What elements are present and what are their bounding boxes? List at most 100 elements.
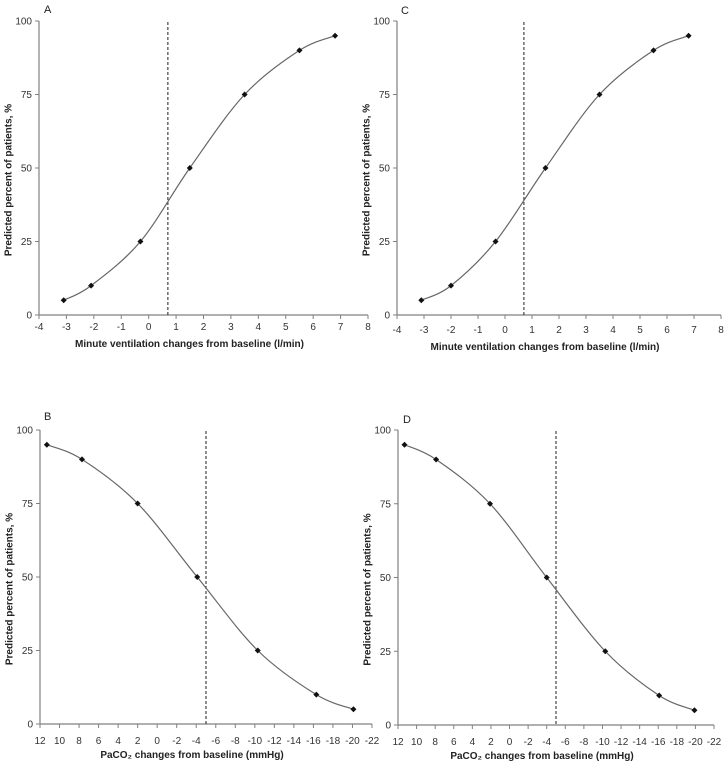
data-point-marker (542, 165, 549, 171)
y-tick-label: 100 (16, 426, 33, 437)
x-tick-label: 7 (338, 322, 344, 333)
y-tick-label: 50 (380, 573, 392, 584)
data-point-marker (602, 648, 609, 655)
x-tick-label: 2 (201, 322, 207, 333)
data-point-marker (433, 456, 440, 463)
x-tick-label: -3 (420, 325, 429, 336)
x-tick-label: -18 (670, 737, 685, 748)
data-point-marker (43, 441, 50, 448)
x-tick-label: 3 (583, 325, 589, 336)
x-tick-label: 8 (432, 737, 438, 748)
panel-d-chart: D 0 25 50 75 100 12 10 8 6 4 2 0 -2 -4 -6 -8 -10 -12 -14 -16… (363, 414, 722, 762)
data-point-marker (401, 441, 408, 448)
x-tick-label: -12 (267, 736, 282, 747)
data-point-marker (448, 282, 454, 289)
x-tick-label: -2 (524, 737, 533, 748)
panel-c-chart: C 0 25 50 75 100 -4 -3 -2 -1 0 1 2 3 4 5 6 7 8 Minute venti… (362, 5, 725, 353)
x-tick-label: -10 (595, 737, 610, 748)
x-tick-label: -2 (172, 736, 181, 747)
x-tick-label: 4 (470, 737, 476, 748)
fitted-curve (63, 35, 336, 301)
panel-b-chart: B 0 25 50 75 100 12 10 8 6 4 2 0 -2 -4 -6 -8 -10 -12 -14 -16… (5, 411, 380, 761)
x-tick-label: -20 (688, 737, 703, 748)
y-axis-title: Predicted percent of patients, % (362, 104, 373, 256)
x-tick-label: 6 (310, 322, 316, 333)
x-tick-label: -18 (326, 736, 341, 747)
panel-d-letter: D (403, 414, 411, 426)
x-tick-label: -6 (211, 736, 220, 747)
x-tick-label: -12 (614, 737, 629, 748)
x-tick-label: 4 (115, 736, 121, 747)
data-point-marker (350, 706, 357, 713)
x-tick-label: 1 (529, 325, 535, 336)
x-tick-label: 10 (411, 737, 423, 748)
y-axis-title: Predicted percent of patients, % (5, 513, 16, 665)
x-tick-label: -14 (632, 737, 647, 748)
data-point-marker (691, 707, 698, 714)
fitted-curve (421, 35, 689, 301)
data-point-marker (656, 692, 663, 699)
y-tick-label: 0 (385, 721, 391, 732)
y-tick-label: 50 (21, 164, 33, 175)
y-tick-label: 50 (22, 573, 34, 584)
x-tick-label: -4 (192, 736, 201, 747)
y-tick-label: 100 (373, 17, 390, 28)
x-tick-label: -22 (707, 737, 722, 748)
data-point-marker (487, 500, 494, 507)
x-tick-label: 7 (691, 325, 697, 336)
x-tick-label: 12 (34, 736, 46, 747)
x-axis-title: PaCO₂ changes from baseline (mmHg) (450, 751, 633, 762)
y-axis-title: Predicted percent of patients, % (363, 513, 374, 665)
data-point-marker (650, 47, 657, 54)
x-tick-label: -8 (231, 736, 240, 747)
x-tick-label: -6 (561, 737, 570, 748)
y-axis-title: Predicted percent of patients, % (4, 104, 15, 256)
x-tick-label: -16 (651, 737, 666, 748)
y-tick-label: 25 (21, 237, 33, 248)
x-tick-label: -4 (35, 322, 44, 333)
x-tick-label: -4 (393, 325, 402, 336)
x-tick-label: 4 (256, 322, 262, 333)
x-tick-label: 5 (637, 325, 643, 336)
panel-b-letter: B (44, 411, 51, 423)
x-tick-label: 6 (664, 325, 670, 336)
x-tick-label: 0 (507, 737, 513, 748)
x-tick-label: 8 (718, 325, 724, 336)
data-point-marker (296, 47, 303, 54)
x-tick-label: 6 (96, 736, 102, 747)
y-tick-label: 100 (15, 17, 32, 28)
x-tick-label: 2 (488, 737, 494, 748)
x-tick-label: 8 (365, 322, 371, 333)
x-tick-label: -8 (579, 737, 588, 748)
y-tick-label: 25 (379, 237, 391, 248)
panel-a-letter: A (44, 4, 52, 16)
x-tick-label: -22 (365, 736, 380, 747)
x-tick-label: 6 (451, 737, 457, 748)
x-tick-label: -2 (89, 322, 98, 333)
x-tick-label: 10 (54, 736, 66, 747)
y-tick-label: 50 (379, 164, 391, 175)
data-point-marker (186, 165, 193, 171)
data-point-marker (254, 647, 261, 654)
x-tick-label: 0 (154, 736, 160, 747)
x-tick-label: 12 (392, 737, 404, 748)
data-point-marker (88, 282, 95, 289)
y-tick-label: 25 (380, 647, 392, 658)
data-point-marker (194, 574, 201, 580)
x-tick-label: -1 (474, 325, 483, 336)
data-point-marker (332, 32, 339, 39)
x-axis-title: Minute ventilation changes from baseline… (75, 339, 304, 350)
data-point-marker (60, 297, 67, 304)
panel-a-chart: A 0 25 50 75 100 -4 -3 -2 -1 0 1 2 3 4 5 6 7 8 Minute venti… (4, 4, 372, 350)
x-tick-label: -20 (345, 736, 360, 747)
x-tick-label: 5 (283, 322, 289, 333)
data-point-marker (685, 32, 692, 39)
data-point-marker (596, 91, 603, 98)
x-tick-label: -14 (287, 736, 302, 747)
x-tick-label: 2 (135, 736, 141, 747)
x-tick-label: 2 (556, 325, 562, 336)
x-tick-label: -2 (447, 325, 456, 336)
x-tick-label: 1 (173, 322, 179, 333)
y-tick-label: 100 (374, 426, 391, 437)
x-tick-label: 3 (228, 322, 234, 333)
